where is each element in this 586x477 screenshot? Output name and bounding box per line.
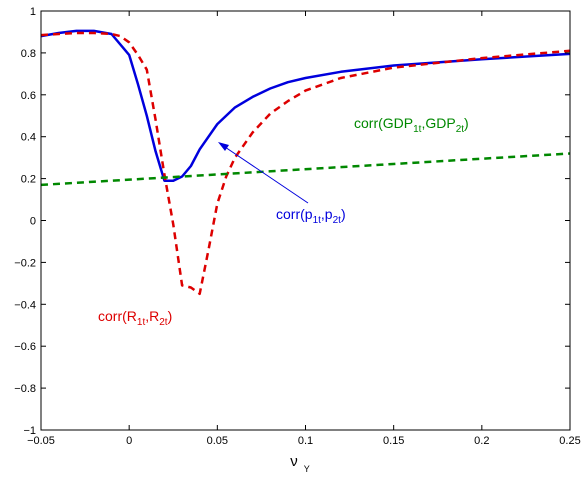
x-tick-label: 0.15 bbox=[383, 435, 404, 447]
annotation-p: corr(p1t,p2t) bbox=[276, 206, 346, 226]
y-tick-label: 1 bbox=[30, 6, 36, 18]
y-tick-label: −0.2 bbox=[14, 257, 36, 269]
x-tick-label: 0 bbox=[126, 435, 132, 447]
y-tick-label: −1 bbox=[23, 425, 36, 437]
y-tick-label: 0.2 bbox=[21, 174, 36, 186]
annotation-arrow bbox=[218, 142, 309, 204]
series-line-0 bbox=[40, 29, 571, 182]
series-line-1 bbox=[40, 31, 571, 296]
annotation-r: corr(R1t,R2t) bbox=[98, 308, 172, 328]
ticks-layer: −0.05 0 0.05 0.1 0.15 0.2 0.25 −1 −0.8 −0.6 −0.4 −0… bbox=[14, 6, 580, 447]
y-tick-label: −0.8 bbox=[14, 383, 36, 395]
y-tick-label: 0 bbox=[30, 216, 36, 228]
x-tick-label: 0.25 bbox=[559, 435, 580, 447]
y-tick-label: −0.4 bbox=[14, 299, 36, 311]
x-tick-label: 0.2 bbox=[474, 435, 489, 447]
series-layer bbox=[40, 29, 571, 296]
y-tick-label: 0.6 bbox=[21, 90, 36, 102]
series-line-2 bbox=[40, 152, 571, 187]
y-tick-label: 0.4 bbox=[21, 132, 36, 144]
x-tick-label: −0.05 bbox=[27, 435, 55, 447]
x-tick-label: 0.05 bbox=[207, 435, 228, 447]
y-tick-label: 0.8 bbox=[21, 48, 36, 60]
x-tick-label: 0.1 bbox=[298, 435, 313, 447]
y-tick-label: −0.6 bbox=[14, 341, 36, 353]
annotation-gdp: corr(GDP1t,GDP2t) bbox=[354, 115, 469, 135]
